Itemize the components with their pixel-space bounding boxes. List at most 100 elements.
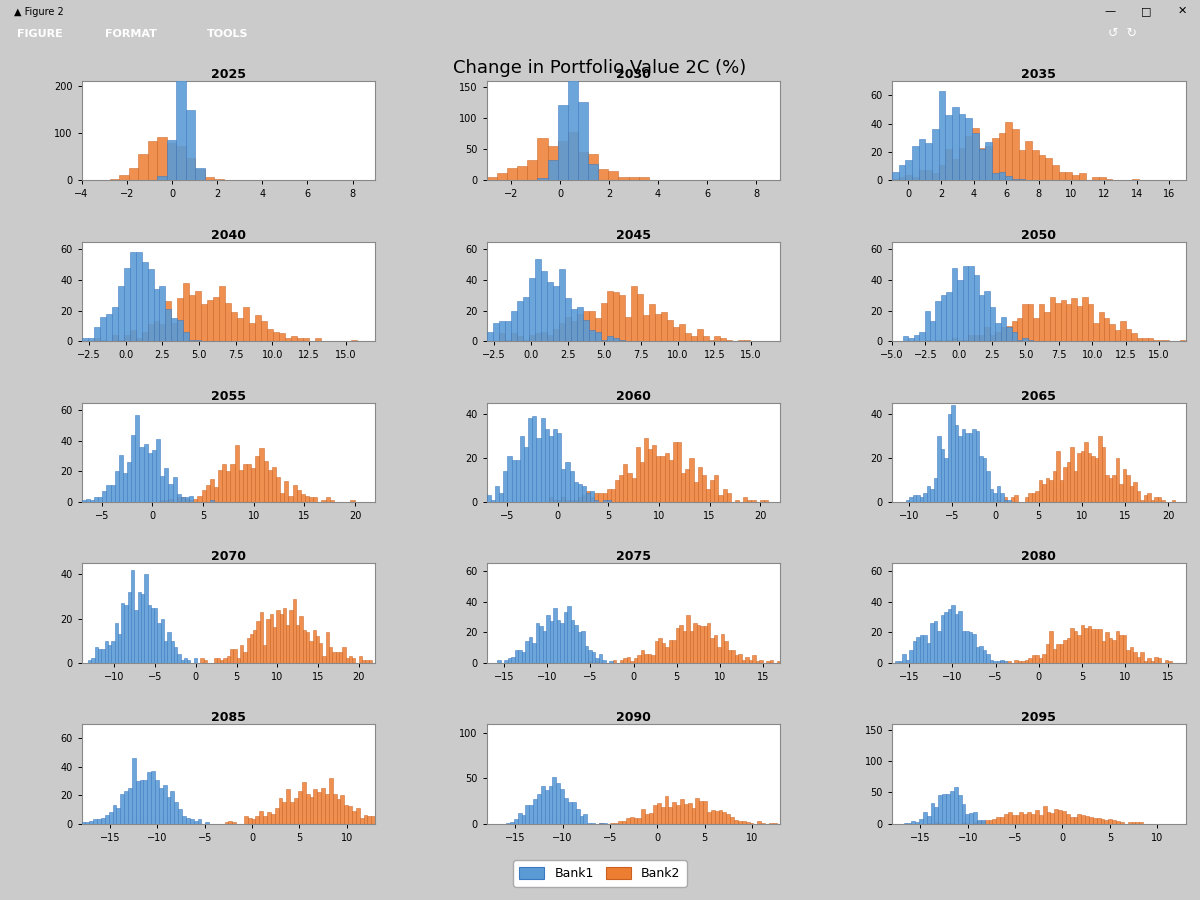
Title: 2040: 2040	[211, 229, 246, 242]
Bar	[148, 324, 154, 341]
Bar	[935, 823, 938, 824]
Bar	[493, 323, 499, 341]
Bar	[944, 458, 948, 502]
Bar	[144, 574, 148, 662]
Bar	[1001, 493, 1004, 502]
Bar	[707, 623, 710, 662]
Bar	[259, 448, 264, 502]
Bar	[1032, 150, 1039, 180]
Bar	[487, 176, 497, 180]
Bar	[732, 651, 734, 662]
Bar	[734, 500, 739, 502]
Bar	[148, 269, 154, 341]
Bar	[1043, 653, 1045, 662]
Bar	[748, 500, 751, 502]
Bar	[296, 626, 299, 662]
Bar	[648, 449, 653, 502]
Bar	[230, 650, 233, 662]
Bar	[608, 171, 618, 180]
Bar	[1109, 819, 1112, 824]
Bar	[157, 176, 167, 180]
Bar	[1147, 338, 1153, 341]
Bar	[925, 339, 930, 341]
Bar	[559, 323, 565, 341]
Bar	[972, 133, 979, 180]
Text: ▲ Figure 2: ▲ Figure 2	[14, 7, 64, 17]
Bar	[235, 446, 239, 502]
Bar	[1032, 493, 1036, 502]
Bar	[688, 803, 691, 824]
Bar	[570, 500, 574, 502]
Bar	[272, 467, 276, 502]
Bar	[197, 496, 202, 502]
Bar	[301, 494, 305, 502]
Bar	[547, 335, 553, 341]
Bar	[959, 611, 962, 662]
Bar	[631, 478, 636, 502]
Title: 2095: 2095	[1021, 711, 1056, 724]
Bar	[905, 175, 912, 180]
Bar	[214, 658, 217, 662]
Bar	[710, 810, 715, 824]
Bar	[959, 436, 962, 502]
Bar	[517, 813, 522, 824]
Bar	[634, 658, 637, 662]
Bar	[112, 335, 118, 341]
Bar	[925, 310, 930, 341]
Bar	[979, 646, 983, 662]
Bar	[168, 483, 173, 502]
Bar	[533, 799, 538, 824]
Bar	[1014, 660, 1018, 662]
Bar	[172, 319, 178, 341]
Bar	[658, 638, 661, 662]
Bar	[568, 63, 578, 180]
Bar	[541, 332, 547, 341]
Bar	[89, 821, 94, 824]
Bar	[132, 759, 136, 824]
Bar	[562, 469, 565, 502]
Bar	[1139, 822, 1144, 824]
Bar	[227, 656, 230, 662]
Bar	[160, 500, 164, 502]
Bar	[1121, 321, 1126, 341]
Bar	[607, 489, 611, 502]
Bar	[157, 137, 167, 180]
Bar	[268, 470, 272, 502]
Bar	[565, 463, 570, 502]
Bar	[715, 811, 719, 824]
Bar	[256, 456, 259, 502]
Bar	[938, 795, 942, 824]
Bar	[1012, 179, 1019, 180]
Bar	[85, 822, 89, 824]
Bar	[1036, 491, 1039, 502]
Bar	[595, 319, 601, 341]
Bar	[547, 282, 553, 341]
Bar	[227, 472, 230, 502]
Bar	[707, 812, 710, 824]
Bar	[1109, 478, 1112, 502]
Bar	[1046, 813, 1050, 824]
Bar	[517, 166, 527, 180]
Bar	[164, 500, 168, 502]
Bar	[1039, 814, 1043, 824]
Bar	[976, 647, 979, 662]
Bar	[208, 300, 214, 341]
Bar	[660, 312, 666, 341]
Bar	[913, 495, 917, 502]
Bar	[520, 436, 524, 502]
Bar	[686, 616, 690, 662]
Bar	[912, 177, 919, 180]
Bar	[641, 809, 646, 824]
Bar	[193, 821, 198, 824]
Bar	[730, 817, 734, 824]
Bar	[284, 481, 288, 502]
Bar	[104, 641, 108, 662]
Bar	[1098, 436, 1102, 502]
Bar	[302, 782, 306, 824]
Bar	[322, 500, 325, 502]
Bar	[1070, 446, 1074, 502]
Bar	[677, 442, 682, 502]
Bar	[919, 140, 925, 180]
Bar	[330, 500, 334, 502]
Bar	[719, 810, 722, 824]
